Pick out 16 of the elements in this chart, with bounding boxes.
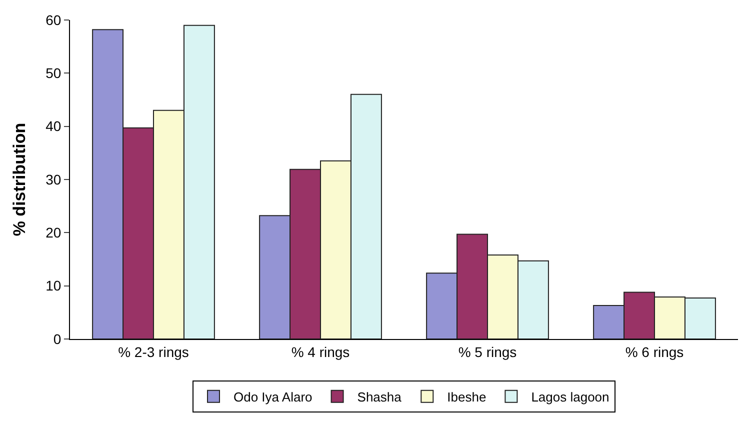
legend-label: Lagos lagoon (531, 389, 610, 404)
x-tick-label: % 2-3 rings (118, 344, 189, 360)
y-axis-title: % distribution (10, 122, 30, 236)
legend-label: Ibeshe (447, 389, 486, 404)
x-tick-label: % 4 rings (291, 344, 350, 360)
y-tick-label: 30 (46, 171, 62, 188)
x-tick-label: % 6 rings (625, 344, 684, 360)
y-tick-label: 10 (46, 278, 62, 294)
y-tick-label: 50 (46, 65, 62, 82)
legend-label: Shasha (357, 389, 402, 404)
legend-label: Odo Iya Alaro (234, 389, 312, 404)
y-tick-label: 60 (46, 12, 62, 28)
y-tick-label: 20 (46, 224, 62, 241)
x-tick-label: % 5 rings (458, 344, 517, 360)
y-tick-label: 40 (46, 118, 62, 134)
y-tick-label: 0 (53, 330, 62, 347)
